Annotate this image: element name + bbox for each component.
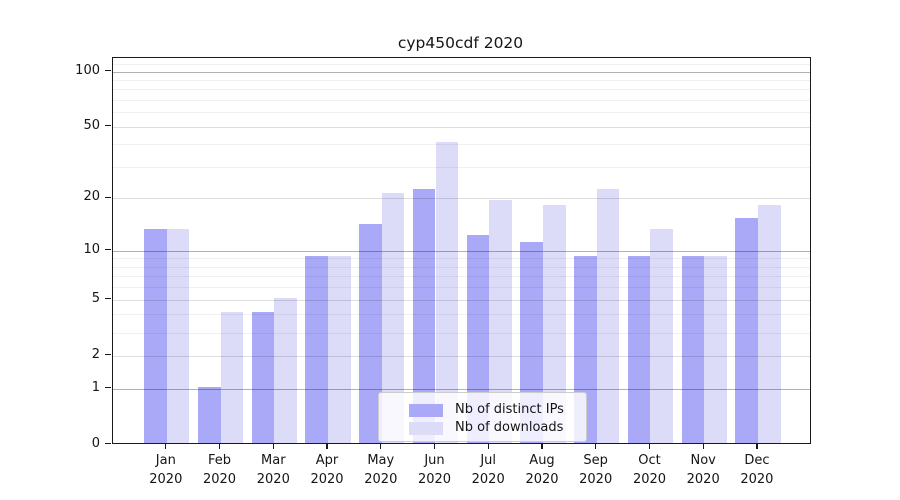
y-axis-tick-label: 20	[83, 189, 100, 205]
legend-entry-label: Nb of downloads	[455, 420, 564, 435]
bar-nb-of-distinct-ips-mar	[251, 312, 275, 443]
y-axis-tick-label: 10	[83, 241, 100, 257]
x-axis-tick	[326, 443, 328, 449]
x-axis-tick-label: Jul 2020	[471, 452, 505, 487]
legend-entry-label: Nb of distinct IPs	[455, 402, 564, 417]
y-axis-tick	[105, 354, 111, 356]
bar-nb-of-distinct-ips-feb	[197, 386, 221, 443]
plot-area: Nb of distinct IPs Nb of downloads	[111, 57, 811, 444]
bar-nb-of-downloads-oct	[650, 229, 674, 443]
bar-nb-of-downloads-sep	[596, 189, 620, 443]
bar-nb-of-distinct-ips-apr	[305, 256, 328, 443]
y-axis-tick-label: 50	[83, 117, 100, 133]
bar-nb-of-downloads-may	[381, 192, 405, 443]
legend-box: Nb of distinct IPs Nb of downloads	[378, 392, 587, 442]
y-axis-tick-label: 0	[91, 435, 100, 451]
y-axis-tick	[105, 196, 111, 199]
x-axis-tick-label: Feb 2020	[202, 452, 237, 487]
x-axis-tick	[487, 443, 489, 449]
y-axis-tick	[105, 386, 111, 389]
y-axis-tick-label: 1	[91, 379, 100, 395]
x-axis-tick	[380, 443, 382, 449]
x-axis-tick-label: Oct 2020	[632, 452, 667, 487]
y-axis-tick	[105, 298, 111, 300]
y-axis-tick-label: 5	[91, 290, 100, 306]
bar-nb-of-distinct-ips-jun	[412, 189, 436, 443]
x-axis-tick	[433, 443, 436, 449]
bar-nb-of-distinct-ips-nov	[681, 256, 705, 443]
bar-nb-of-downloads-dec	[757, 204, 781, 443]
bar-nb-of-downloads-jan	[166, 229, 190, 443]
x-axis-tick	[702, 443, 704, 449]
x-axis-tick-label: Nov 2020	[686, 452, 720, 487]
bars-layer	[113, 58, 810, 443]
x-axis-tick	[595, 443, 597, 449]
x-axis-tick-label: Aug 2020	[525, 452, 559, 487]
y-axis-tick	[105, 69, 111, 72]
legend-swatch-nb-of-distinct-ips	[409, 403, 443, 417]
x-axis-tick	[756, 443, 758, 449]
x-axis-tick-label: Sep 2020	[579, 452, 613, 487]
bar-nb-of-distinct-ips-oct	[627, 256, 651, 443]
x-axis-tick-label: Mar 2020	[256, 452, 290, 487]
y-axis-tick-label: 100	[75, 62, 100, 78]
x-axis-tick	[541, 443, 543, 449]
y-axis-tick	[105, 442, 111, 445]
x-axis-tick-label: Dec 2020	[740, 452, 774, 487]
bar-nb-of-downloads-jun	[435, 142, 459, 443]
bar-nb-of-downloads-nov	[704, 256, 727, 443]
x-axis-tick-label: May 2020	[364, 452, 398, 487]
bar-nb-of-downloads-jul	[489, 200, 512, 443]
chart-title: cyp450cdf 2020	[397, 34, 524, 52]
bar-nb-of-distinct-ips-jan	[144, 229, 167, 443]
x-axis-tick-label: Jan 2020	[149, 452, 183, 487]
x-axis-tick-label: Apr 2020	[310, 452, 344, 487]
legend-entry: Nb of downloads	[409, 419, 586, 437]
bar-nb-of-downloads-feb	[220, 312, 244, 443]
x-axis-tick	[165, 443, 167, 449]
x-axis-tick	[648, 443, 651, 449]
bar-nb-of-downloads-aug	[542, 204, 566, 443]
bar-nb-of-downloads-mar	[274, 297, 297, 443]
x-axis-tick-label: Jun 2020	[417, 452, 452, 487]
y-axis-tick-label: 2	[91, 346, 100, 362]
x-axis-tick	[272, 443, 274, 449]
x-axis-tick	[218, 443, 221, 449]
bar-nb-of-distinct-ips-dec	[735, 218, 758, 443]
bar-nb-of-distinct-ips-jul	[466, 235, 490, 443]
y-axis-tick	[105, 125, 111, 127]
legend-entry: Nb of distinct IPs	[409, 401, 586, 419]
bar-nb-of-distinct-ips-may	[359, 223, 382, 443]
legend-swatch-nb-of-downloads	[409, 421, 443, 435]
y-axis-tick	[105, 249, 111, 251]
bar-nb-of-downloads-apr	[328, 256, 351, 443]
